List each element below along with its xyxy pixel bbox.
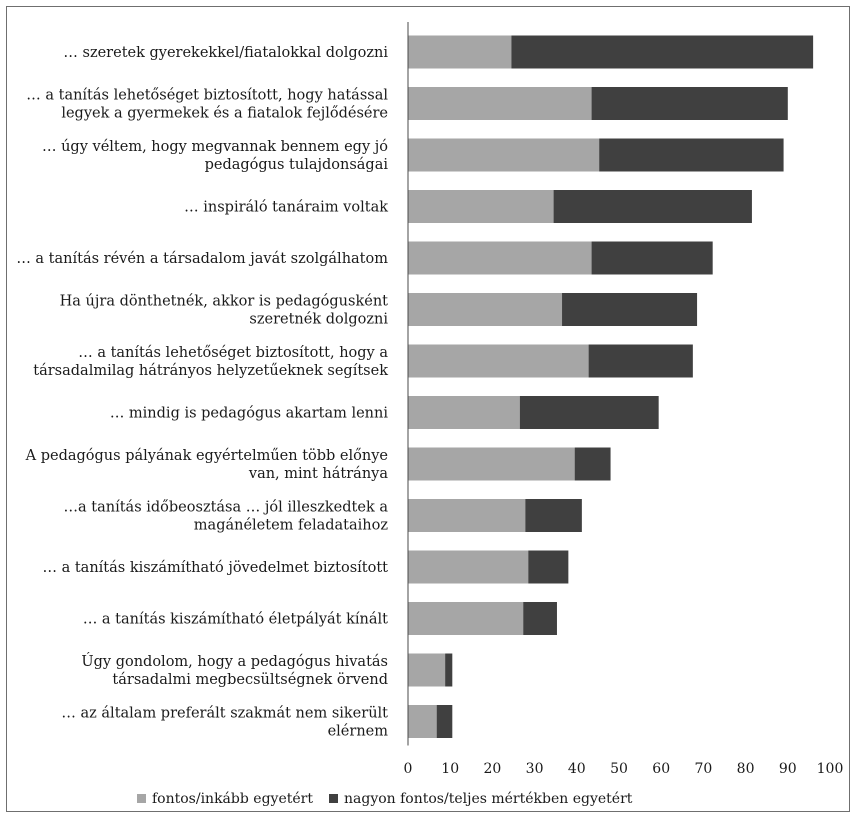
bar-segment-fontos	[408, 241, 592, 275]
category-label: … a tanítás kiszámítható jövedelmet bizt…	[42, 560, 388, 576]
legend-swatch	[137, 794, 146, 803]
category-label: társadalmi megbecsültségnek örvend	[112, 672, 388, 688]
bar-segment-fontos	[408, 499, 526, 532]
bar-segment-nagyon-fontos	[562, 293, 698, 326]
category-labels: … szeretek gyerekekkel/fiatalokkal dolgo…	[16, 45, 388, 740]
category-label: A pedagógus pályának egyértelműen több e…	[25, 448, 388, 464]
bar-segment-nagyon-fontos	[591, 87, 788, 120]
bar-segment-nagyon-fontos	[591, 241, 713, 275]
bar-segment-nagyon-fontos	[574, 447, 611, 481]
legend-swatch	[329, 794, 338, 803]
x-tick-label: 30	[526, 761, 544, 777]
bar-segment-nagyon-fontos	[599, 138, 784, 172]
legend: fontos/inkább egyetért nagyon fontos/telj…	[137, 791, 633, 807]
bar-segment-nagyon-fontos	[445, 653, 453, 687]
category-label: elérnem	[328, 724, 389, 740]
bar-segment-nagyon-fontos	[511, 35, 814, 69]
category-label: …a tanítás időbeosztása … jól illeszkedt…	[64, 500, 389, 516]
bar-segment-fontos	[408, 138, 600, 172]
bar-segment-fontos	[408, 190, 554, 223]
category-label: Ha újra dönthetnék, akkor is pedagóguské…	[60, 294, 389, 310]
legend-label: nagyon fontos/teljes mértékben egyetért	[344, 791, 633, 807]
x-tick-label: 60	[652, 761, 670, 777]
category-label: … a tanítás révén a társadalom javát szo…	[16, 251, 388, 267]
bar-segment-fontos	[408, 602, 524, 635]
category-label: … a tanítás kiszámítható életpályát kíná…	[83, 612, 388, 628]
bar-segment-nagyon-fontos	[523, 602, 557, 635]
x-tick-label: 10	[441, 761, 459, 777]
x-tick-label: 40	[568, 761, 586, 777]
x-tick-label: 20	[483, 761, 501, 777]
bar-segment-fontos	[408, 396, 520, 429]
bar-segment-fontos	[408, 653, 446, 687]
category-label: van, mint hátránya	[248, 466, 388, 482]
x-tick-label: 90	[779, 761, 797, 777]
x-tick-label: 100	[817, 761, 844, 777]
bar-segment-nagyon-fontos	[436, 705, 453, 738]
x-tick-label: 50	[610, 761, 628, 777]
category-label: … mindig is pedagógus akartam lenni	[110, 406, 389, 422]
category-label: … az általam preferált szakmát nem siker…	[61, 706, 388, 722]
category-label: Úgy gondolom, hogy a pedagógus hivatás	[81, 652, 388, 670]
x-tick-label: 80	[737, 761, 755, 777]
bar-segment-nagyon-fontos	[553, 190, 752, 223]
category-label: szeretnék dolgozni	[249, 312, 388, 328]
category-label: társadalmilag hátrányos helyzetűeknek se…	[33, 363, 388, 379]
legend-label: fontos/inkább egyetért	[152, 791, 313, 807]
bar-segment-fontos	[408, 35, 512, 69]
bar-segment-fontos	[408, 550, 529, 584]
bar-segment-fontos	[408, 344, 589, 378]
category-label: magánéletem feladataihoz	[194, 518, 389, 534]
category-label: … a tanítás lehetőséget biztosított, hog…	[78, 345, 388, 361]
category-label: … a tanítás lehetőséget biztosított, hog…	[26, 88, 388, 104]
x-axis-ticks: 0 10 20 30 40 50 60 70 80 90 100	[404, 761, 844, 777]
bar-segment-nagyon-fontos	[525, 499, 582, 532]
category-label: … úgy véltem, hogy megvannak bennem egy …	[42, 139, 388, 155]
category-label: … szeretek gyerekekkel/fiatalokkal dolgo…	[63, 45, 388, 61]
x-tick-label: 0	[404, 761, 413, 777]
bars	[408, 35, 814, 738]
bar-segment-nagyon-fontos	[588, 344, 693, 378]
bar-segment-nagyon-fontos	[519, 396, 659, 429]
bar-segment-fontos	[408, 447, 575, 481]
x-tick-label: 70	[694, 761, 712, 777]
bar-segment-fontos	[408, 87, 592, 120]
category-label: pedagógus tulajdonságai	[205, 157, 389, 173]
category-label: … inspiráló tanáraim voltak	[184, 200, 388, 216]
category-label: legyek a gyermekek és a fiatalok fejlődé…	[61, 106, 388, 122]
bar-segment-fontos	[408, 293, 563, 326]
bar-segment-nagyon-fontos	[528, 550, 569, 584]
bar-segment-fontos	[408, 705, 437, 738]
